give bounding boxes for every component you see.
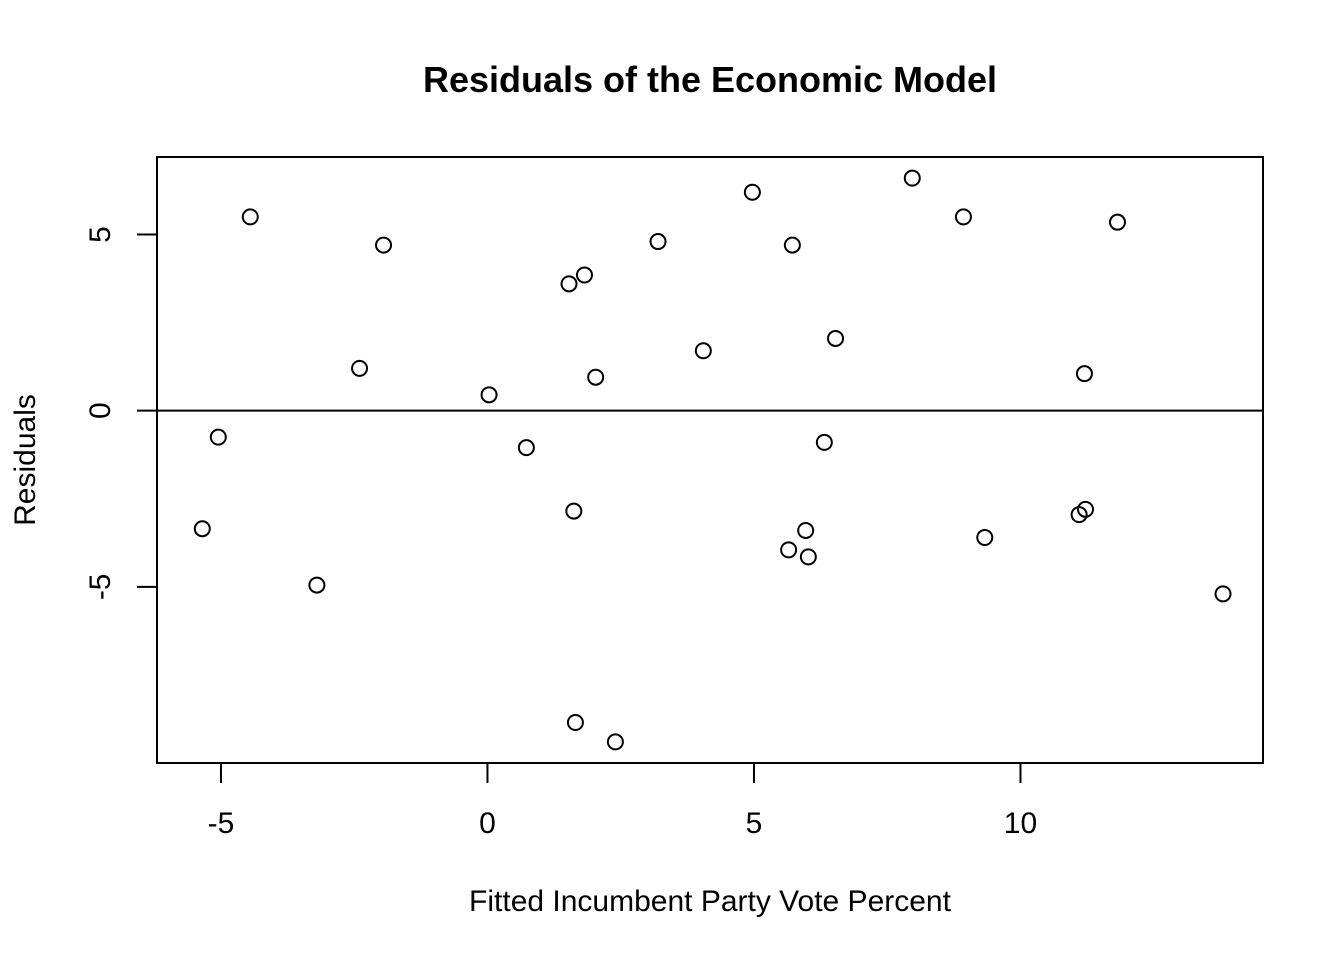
data-point	[1214, 585, 1232, 603]
data-point	[351, 359, 369, 377]
y-axis-label: Residuals	[9, 394, 42, 526]
x-tick-label: -5	[208, 807, 235, 840]
data-point	[797, 521, 815, 539]
data-point	[694, 342, 712, 360]
data-point	[903, 169, 921, 187]
data-point	[799, 548, 817, 566]
data-point	[783, 236, 801, 254]
x-tick-label: 10	[1004, 807, 1037, 840]
data-point	[976, 529, 994, 547]
data-point	[566, 713, 584, 731]
data-point	[649, 233, 667, 251]
x-axis-label: Fitted Incumbent Party Vote Percent	[469, 885, 952, 918]
data-point	[517, 439, 535, 457]
data-point	[1108, 213, 1126, 231]
x-tick-label: 0	[479, 807, 496, 840]
y-axis: -5 0 5	[84, 226, 157, 600]
data-point	[827, 329, 845, 347]
data-point	[560, 275, 578, 293]
x-tick-label: 5	[746, 807, 763, 840]
data-point	[193, 520, 211, 538]
y-tick-label: 0	[84, 402, 117, 419]
data-point	[480, 386, 498, 404]
plot-area-frame	[156, 156, 1264, 764]
data-point	[565, 502, 583, 520]
data-point	[780, 541, 798, 559]
data-point	[575, 266, 593, 284]
data-point	[606, 733, 624, 751]
y-tick-label: -5	[84, 573, 117, 600]
data-point	[1075, 365, 1093, 383]
data-point	[308, 576, 326, 594]
x-axis: -5 0 5 10	[208, 763, 1037, 840]
data-point	[587, 368, 605, 386]
data-point	[815, 433, 833, 451]
data-point	[954, 208, 972, 226]
data-point	[743, 183, 761, 201]
data-point	[1077, 500, 1095, 518]
data-point	[209, 428, 227, 446]
data-points	[193, 169, 1232, 751]
data-point	[241, 208, 259, 226]
data-point	[375, 236, 393, 254]
chart-title: Residuals of the Economic Model	[423, 59, 997, 100]
y-tick-label: 5	[84, 226, 117, 243]
